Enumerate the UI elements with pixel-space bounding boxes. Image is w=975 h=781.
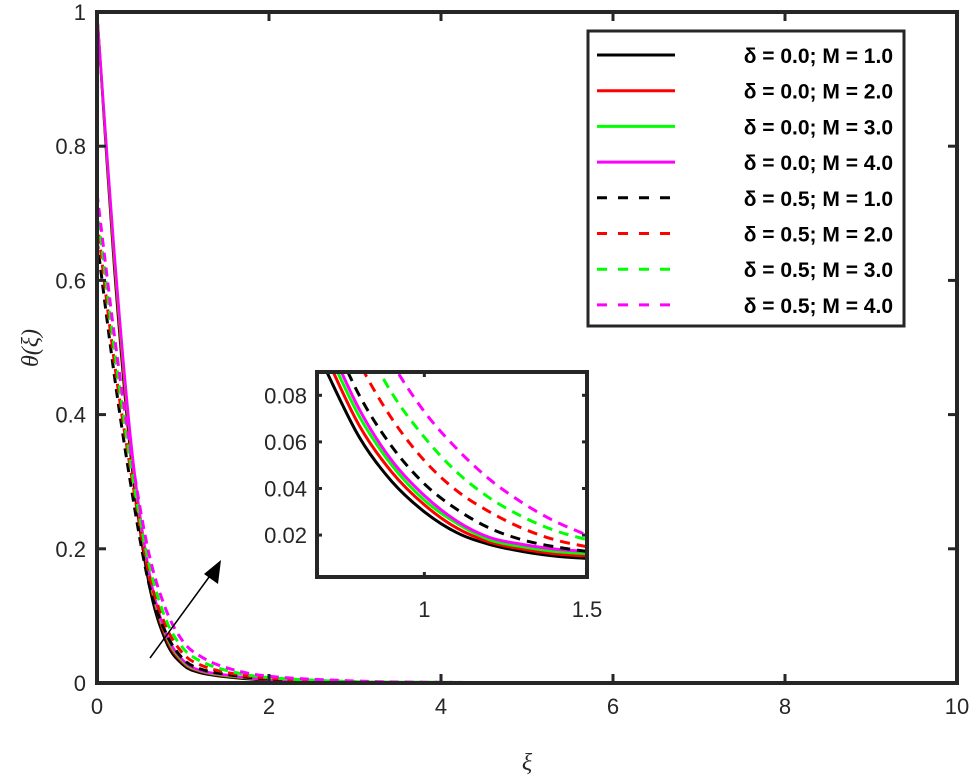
inset-curve-5 [346, 372, 587, 553]
inset-y-tick-label: 0.06 [264, 430, 307, 455]
x-tick-label: 10 [945, 694, 969, 719]
inset-curve-8 [395, 372, 587, 537]
main-plot-curves [95, 11, 958, 685]
x-tick-label: 8 [779, 694, 791, 719]
x-axis-label: ξ [522, 750, 533, 776]
legend-entry: δ = 0.5; M = 1.0 [744, 188, 893, 211]
y-tick-label: 0.4 [55, 403, 86, 428]
y-tick-label: 0.8 [55, 134, 86, 159]
inset-curve-7 [377, 372, 587, 542]
inset-x-tick-label: 1 [418, 597, 430, 622]
main-plot-axes [95, 10, 959, 685]
x-tick-label: 6 [607, 694, 619, 719]
x-tick-label: 0 [91, 694, 103, 719]
legend-entry: δ = 0.5; M = 3.0 [744, 259, 893, 282]
main-axis-ticks: 0 2 4 6 8 10 0 0.2 0.4 0.6 0.8 1 [55, 0, 969, 719]
legend-entry: δ = 0.0; M = 4.0 [744, 152, 893, 175]
legend-entry: δ = 0.0; M = 2.0 [744, 81, 893, 104]
inset-zoom-plot: 1 1.5 0.02 0.04 0.06 0.08 [264, 370, 603, 622]
inset-curve-4 [339, 372, 587, 553]
y-tick-label: 0 [74, 671, 86, 696]
inset-curve-6 [362, 372, 587, 549]
y-axis-label: θ(ξ) [18, 329, 44, 367]
inset-curve-1 [325, 372, 587, 560]
x-tick-label: 2 [263, 694, 275, 719]
increasing-M-arrow [149, 560, 221, 659]
inset-x-tick-label: 1.5 [572, 597, 603, 622]
legend: δ = 0.0; M = 1.0 δ = 0.0; M = 2.0 δ = 0.0;… [586, 29, 906, 328]
legend-entry: δ = 0.5; M = 4.0 [744, 295, 893, 318]
inset-y-tick-label: 0.08 [264, 383, 307, 408]
inset-y-tick-label: 0.04 [264, 476, 307, 501]
curve-7 [95, 206, 958, 685]
legend-entry: δ = 0.5; M = 2.0 [744, 224, 893, 247]
inset-curve-3 [335, 372, 587, 556]
legend-entry: δ = 0.0; M = 3.0 [744, 116, 893, 139]
y-tick-label: 0.2 [55, 537, 86, 562]
inset-curve-2 [331, 372, 587, 558]
inset-y-tick-label: 0.02 [264, 523, 307, 548]
y-tick-label: 0.6 [55, 268, 86, 293]
x-tick-label: 4 [435, 694, 447, 719]
legend-entry: δ = 0.0; M = 1.0 [744, 45, 893, 68]
y-tick-label: 1 [74, 0, 86, 25]
